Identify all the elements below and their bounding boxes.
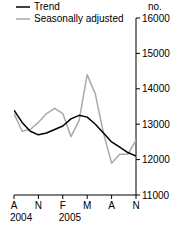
series-line xyxy=(14,110,136,156)
plot-area xyxy=(14,75,136,164)
x-tick-label: A xyxy=(108,200,115,211)
y-axis-label: no. xyxy=(148,1,162,12)
y-tick xyxy=(136,18,140,19)
y-tick-label: 11000 xyxy=(142,190,170,201)
year-label: 2004 xyxy=(10,212,33,223)
x-tick-label: F xyxy=(60,200,66,211)
y-tick-label: 13000 xyxy=(142,119,170,130)
y-tick-label: 12000 xyxy=(142,154,170,165)
y-tick-label: 15000 xyxy=(142,48,170,59)
chart: 110001200013000140001500016000no.ANFMAN2… xyxy=(0,0,181,231)
y-tick xyxy=(136,53,140,54)
y-tick xyxy=(136,195,140,196)
x-tick xyxy=(14,195,15,199)
y-tick-label: 16000 xyxy=(142,13,170,24)
y-tick xyxy=(136,88,140,89)
x-tick xyxy=(136,195,137,199)
x-tick-label: N xyxy=(132,200,139,211)
series-line xyxy=(14,75,136,164)
legend-label: Trend xyxy=(34,1,60,12)
x-tick xyxy=(111,195,112,199)
x-tick-label: N xyxy=(35,200,42,211)
x-tick xyxy=(87,195,88,199)
legend-swatch xyxy=(16,18,30,20)
x-tick xyxy=(38,195,39,199)
x-tick xyxy=(62,195,63,199)
y-tick xyxy=(136,124,140,125)
y-axis xyxy=(136,18,137,195)
x-tick-label: M xyxy=(83,200,91,211)
x-tick-label: A xyxy=(11,200,18,211)
year-label: 2005 xyxy=(59,212,82,223)
legend-swatch xyxy=(16,6,30,8)
y-tick xyxy=(136,159,140,160)
x-axis xyxy=(14,195,136,196)
legend-label: Seasonally adjusted xyxy=(34,13,124,24)
y-tick-label: 14000 xyxy=(142,83,170,94)
